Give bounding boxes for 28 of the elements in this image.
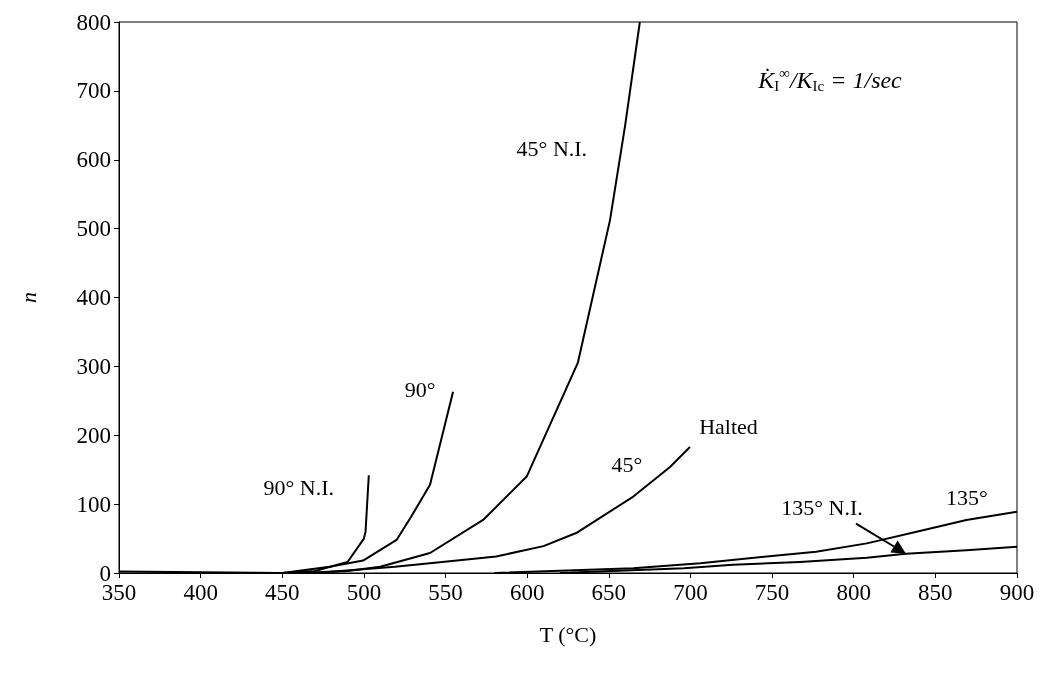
y-tick-label: 200 [76, 422, 111, 448]
x-tick-label: 500 [346, 580, 382, 605]
x-tick-label: 850 [918, 580, 953, 605]
x-tick-label: 800 [836, 580, 871, 605]
y-tick-label: 100 [76, 491, 111, 517]
y-tick-label: 600 [76, 147, 111, 173]
series-label: 135° [946, 485, 988, 511]
x-tick-label: 650 [591, 580, 627, 605]
y-tick-label: 500 [76, 216, 111, 242]
y-axis-title: n [15, 292, 41, 303]
series-label: 45° N.I. [516, 135, 588, 161]
x-tick-label: 400 [183, 580, 218, 605]
x-tick-label: 450 [265, 580, 300, 605]
y-tick-label: 800 [76, 9, 111, 35]
x-tick-label: 900 [999, 580, 1035, 605]
y-tick-label: 400 [76, 285, 111, 310]
x-tick-label: 600 [509, 580, 545, 605]
series-label: 90° N.I. [263, 474, 335, 500]
y-tick-label: 700 [76, 78, 111, 104]
x-tick-label: 750 [754, 580, 790, 605]
annotation: Halted [699, 414, 758, 440]
x-tick-label: 700 [673, 580, 708, 605]
series-label: 45° [611, 452, 643, 478]
series-label: 135° N.I. [781, 495, 863, 521]
x-axis-title: T (°C) [539, 621, 597, 647]
x-tick-label: 550 [428, 580, 463, 605]
y-tick-label: 300 [76, 353, 111, 379]
series-label: 90° [404, 377, 436, 403]
